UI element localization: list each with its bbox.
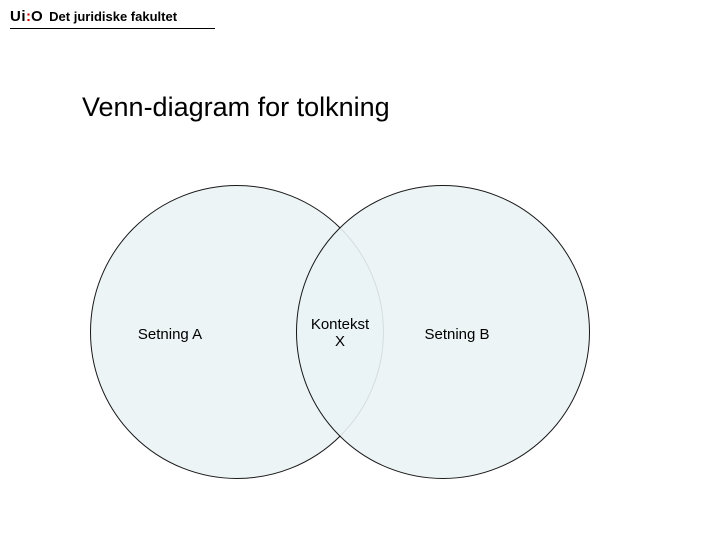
slide: Ui:O Det juridiske fakultet Venn-diagram… — [0, 0, 720, 540]
venn-diagram: Setning A Kontekst X Setning B — [0, 0, 720, 540]
venn-label-left: Setning A — [138, 326, 202, 343]
venn-label-center: Kontekst X — [311, 316, 369, 350]
venn-label-right: Setning B — [424, 326, 489, 343]
